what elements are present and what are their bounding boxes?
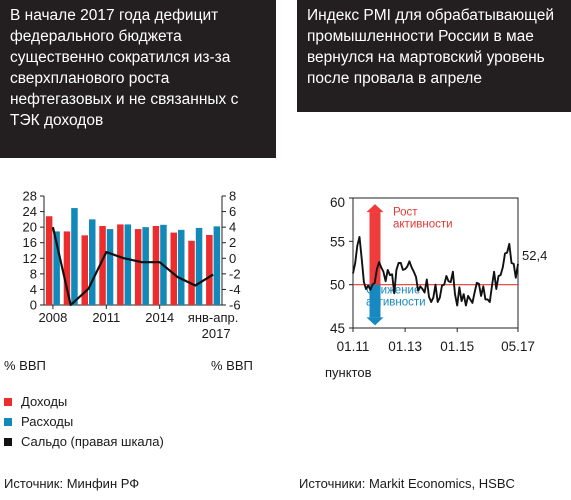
pmi-last-value-label: 52,4 — [522, 248, 547, 263]
pmi-x-tick-label: 01.13 — [388, 339, 422, 354]
growth-annotation-line2: активности — [393, 218, 453, 230]
balance-line — [51, 226, 214, 307]
pmi-x-tick-label: 01.11 — [337, 339, 370, 354]
expenditure-bar — [195, 227, 203, 305]
pmi-y-tick-label: 55 — [330, 234, 345, 249]
revenue-bar — [99, 225, 106, 305]
revenue-bar — [188, 240, 195, 305]
expenditure-bar — [89, 219, 96, 305]
expenditure-bar — [213, 226, 221, 305]
pmi-panel: Индекс PMI для обрабатывающей промышленн… — [297, 0, 571, 500]
balance-swatch — [4, 437, 12, 446]
growth-arrow-head — [366, 204, 384, 213]
x-tick-label: янв-апр. — [188, 310, 239, 325]
expenditure-bar — [106, 229, 114, 305]
pmi-line — [352, 236, 519, 307]
right-axis-unit: % ВВП — [211, 358, 253, 373]
budget-chart-title: В начале 2017 года дефицит федерального … — [0, 0, 276, 158]
right-source: Источники: Markit Economics, HSBC — [299, 476, 515, 491]
revenue-bar — [206, 234, 213, 305]
pmi-x-tick-label: 05.17 — [501, 339, 535, 354]
pmi-chart: 45505560РостактивностиСнижениеактивности… — [330, 195, 547, 354]
expenditure-bar — [142, 227, 149, 305]
revenue-bar — [45, 216, 53, 305]
left-axis-unit: % ВВП — [4, 358, 46, 373]
legend-revenue: Доходы — [4, 394, 67, 409]
revenue-bar — [134, 229, 142, 305]
x-tick-label: 2011 — [92, 310, 120, 325]
left-tick-label: 28 — [23, 189, 37, 204]
legend-balance: Сальдо (правая шкала) — [4, 434, 164, 449]
pmi-y-tick-label: 60 — [330, 195, 345, 210]
x-tick-label: 2017 — [202, 326, 231, 341]
revenue-bar — [81, 235, 88, 305]
right-tick-label: 6 — [229, 204, 236, 219]
budget-panel: В начале 2017 года дефицит федерального … — [0, 0, 276, 500]
expenditure-bar — [71, 208, 78, 305]
expenditure-swatch — [4, 417, 12, 426]
revenue-bar — [117, 224, 124, 305]
expenditure-bar — [178, 229, 185, 305]
revenue-swatch — [4, 397, 12, 406]
left-tick-label: 0 — [30, 298, 37, 313]
growth-annotation-line1: Рост — [393, 206, 418, 218]
pmi-x-tick-label: 01.15 — [440, 339, 474, 354]
left-tick-label: 8 — [30, 266, 37, 281]
x-tick-label: 2008 — [38, 310, 67, 325]
legend-balance-label: Сальдо (правая шкала) — [21, 434, 164, 449]
left-source: Источник: Минфин РФ — [4, 476, 140, 491]
revenue-bar — [152, 225, 160, 305]
expenditure-bar — [53, 231, 60, 305]
right-tick-label: 4 — [229, 220, 236, 235]
left-tick-label: 4 — [30, 282, 37, 297]
decline-annotation-line2: активности — [366, 296, 426, 308]
revenue-bar — [170, 232, 177, 305]
right-tick-label: 8 — [229, 189, 236, 204]
right-tick-label: -6 — [229, 298, 241, 313]
legend-expenditure-label: Расходы — [21, 414, 74, 429]
decline-arrow-head — [366, 317, 384, 326]
left-tick-label: 24 — [23, 204, 37, 219]
expenditure-bar — [124, 224, 132, 305]
x-tick-label: 2014 — [145, 310, 174, 325]
right-tick-label: -2 — [229, 266, 241, 281]
growth-arrow-shaft — [369, 212, 381, 285]
left-tick-label: 12 — [23, 251, 37, 266]
legend-revenue-label: Доходы — [21, 394, 68, 409]
right-tick-label: 0 — [229, 251, 236, 266]
revenue-bar — [63, 231, 71, 305]
left-tick-label: 16 — [23, 235, 37, 250]
right-tick-label: -4 — [229, 282, 241, 297]
right-tick-label: 2 — [229, 235, 236, 250]
pmi-y-tick-label: 45 — [330, 321, 345, 336]
pmi-ylabel: пунктов — [325, 365, 372, 380]
left-tick-label: 20 — [23, 220, 37, 235]
pmi-chart-title: Индекс PMI для обрабатывающей промышленн… — [297, 0, 571, 112]
decline-arrow-shaft — [369, 284, 381, 318]
legend-expenditure: Расходы — [4, 414, 73, 429]
pmi-plot-frame — [352, 197, 519, 329]
pmi-y-tick-label: 50 — [330, 278, 345, 293]
